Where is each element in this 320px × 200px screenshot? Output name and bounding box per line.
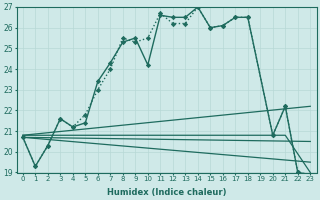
X-axis label: Humidex (Indice chaleur): Humidex (Indice chaleur) [107, 188, 226, 197]
